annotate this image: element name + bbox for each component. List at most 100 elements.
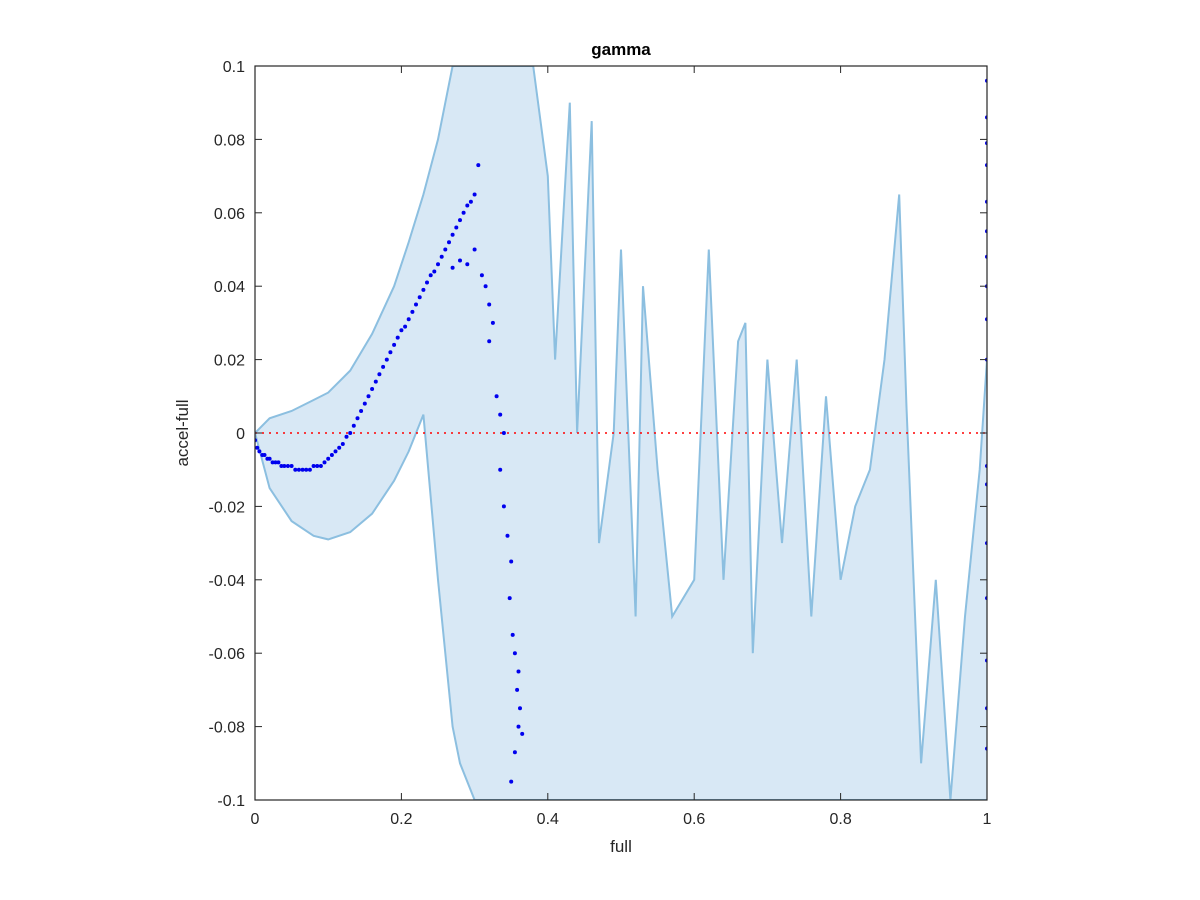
data-point <box>516 669 521 674</box>
x-tick-label: 0.4 <box>537 811 559 828</box>
data-point <box>255 445 260 450</box>
data-point <box>458 258 462 263</box>
data-point <box>359 409 364 413</box>
data-point <box>417 295 422 300</box>
x-tick-label: 0.8 <box>829 811 851 828</box>
y-tick-label: -0.1 <box>217 793 245 810</box>
y-tick-label: 0 <box>236 426 245 443</box>
data-point <box>465 262 470 267</box>
plot-area <box>255 66 987 800</box>
data-point <box>487 339 492 344</box>
data-point <box>516 724 521 729</box>
x-tick-label: 0.6 <box>683 811 705 828</box>
data-point <box>366 394 371 399</box>
data-point <box>315 464 320 468</box>
data-point <box>348 431 353 435</box>
data-point <box>498 467 503 472</box>
data-point <box>512 750 517 755</box>
y-axis-label: accel-full <box>173 399 192 466</box>
y-tick-label: -0.04 <box>209 573 246 590</box>
y-tick-label: 0.06 <box>214 206 245 223</box>
data-point <box>300 467 305 472</box>
data-point <box>304 467 309 472</box>
data-point <box>351 423 356 428</box>
data-point <box>395 335 400 340</box>
data-point <box>307 467 312 472</box>
data-point <box>461 210 466 215</box>
y-tick-label: 0.04 <box>214 279 245 296</box>
data-point <box>257 449 262 454</box>
data-point <box>406 317 411 322</box>
data-point <box>458 218 462 223</box>
x-tick-label: 0 <box>251 811 260 828</box>
data-point <box>447 240 451 245</box>
data-point <box>410 309 415 314</box>
data-point <box>370 387 375 391</box>
data-point <box>501 431 506 435</box>
data-point <box>425 280 429 285</box>
data-point <box>337 445 342 450</box>
data-point <box>362 401 367 406</box>
data-point <box>501 504 506 509</box>
data-point <box>329 453 334 457</box>
data-point <box>373 379 378 384</box>
y-axis-ticks: -0.1 -0.08 -0.06 -0.04 -0.02 0 0.02 0.04 0.06 0.0… <box>209 59 987 810</box>
y-tick-label: -0.08 <box>209 720 246 737</box>
data-point <box>355 416 360 421</box>
data-point <box>262 453 267 457</box>
data-point <box>403 324 408 329</box>
data-point <box>515 687 520 692</box>
data-point <box>344 434 349 439</box>
data-point <box>318 464 323 468</box>
data-point <box>414 302 418 307</box>
data-point <box>509 559 514 564</box>
chart-title: gamma <box>591 40 651 59</box>
data-point <box>285 464 290 468</box>
data-point <box>311 464 316 468</box>
data-point <box>450 232 455 237</box>
data-point <box>487 302 492 307</box>
data-point <box>436 262 440 267</box>
data-point <box>421 287 426 292</box>
data-point <box>333 449 338 454</box>
data-point <box>465 203 470 208</box>
data-point <box>296 467 301 472</box>
data-point <box>443 247 448 252</box>
data-point <box>279 464 284 468</box>
data-point <box>494 394 499 399</box>
band-lower-line <box>255 414 987 800</box>
y-tick-label: 0.1 <box>223 59 245 76</box>
data-point <box>468 199 473 204</box>
data-point <box>267 456 272 461</box>
data-point <box>273 460 278 465</box>
data-point <box>476 163 481 168</box>
data-point <box>432 269 437 274</box>
data-point <box>512 651 517 656</box>
data-point <box>490 320 495 325</box>
data-point <box>340 442 345 446</box>
data-point <box>399 328 404 333</box>
y-tick-label: 0.02 <box>214 353 245 370</box>
data-point <box>479 273 484 278</box>
x-tick-label: 0.2 <box>390 811 412 828</box>
data-point <box>472 247 477 252</box>
data-point <box>472 192 477 197</box>
x-axis-ticks: 0 0.2 0.4 0.6 0.8 1 <box>251 66 992 828</box>
data-point <box>293 467 298 472</box>
data-point <box>518 706 522 711</box>
data-point <box>428 273 433 278</box>
data-point <box>289 464 294 468</box>
data-point <box>454 225 459 230</box>
data-point <box>505 533 510 538</box>
data-point <box>450 265 455 270</box>
y-tick-label: -0.06 <box>209 646 246 663</box>
data-point <box>498 412 503 417</box>
band-upper-line <box>255 66 987 800</box>
data-point <box>509 779 514 784</box>
data-point <box>276 460 281 465</box>
y-tick-label: -0.02 <box>209 499 246 516</box>
data-point <box>520 731 525 736</box>
data-point <box>270 460 275 465</box>
data-point <box>377 372 382 377</box>
